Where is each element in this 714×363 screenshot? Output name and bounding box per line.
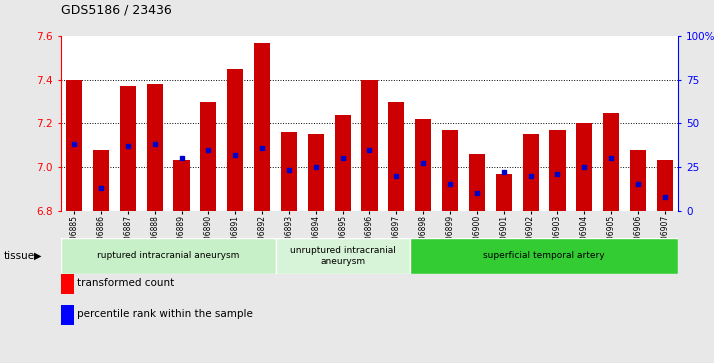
Text: ruptured intracranial aneurysm: ruptured intracranial aneurysm xyxy=(97,252,239,260)
Bar xyxy=(603,113,619,211)
Text: percentile rank within the sample: percentile rank within the sample xyxy=(77,309,253,319)
Bar xyxy=(308,134,324,211)
Bar xyxy=(442,130,458,211)
Bar xyxy=(549,130,565,211)
Bar xyxy=(657,160,673,211)
Bar xyxy=(120,86,136,211)
Bar xyxy=(66,80,82,211)
Bar xyxy=(254,43,270,211)
Bar xyxy=(174,160,190,211)
Bar xyxy=(201,102,216,211)
Bar xyxy=(146,84,163,211)
Bar xyxy=(496,174,512,211)
Text: unruptured intracranial
aneurysm: unruptured intracranial aneurysm xyxy=(290,246,396,266)
Text: tissue: tissue xyxy=(4,251,35,261)
Bar xyxy=(93,150,109,211)
Bar xyxy=(61,238,276,274)
Bar xyxy=(335,115,351,211)
Bar xyxy=(415,119,431,211)
Text: GDS5186 / 23436: GDS5186 / 23436 xyxy=(61,4,171,17)
Bar xyxy=(523,134,538,211)
Bar xyxy=(227,69,243,211)
Text: transformed count: transformed count xyxy=(77,278,174,288)
Text: superficial temporal artery: superficial temporal artery xyxy=(483,252,605,260)
Bar xyxy=(469,154,485,211)
Bar xyxy=(576,123,593,211)
Bar xyxy=(630,150,646,211)
Bar xyxy=(410,238,678,274)
Text: ▶: ▶ xyxy=(34,251,42,261)
Bar xyxy=(281,132,297,211)
Bar xyxy=(388,102,404,211)
Bar xyxy=(276,238,410,274)
Bar xyxy=(361,80,378,211)
